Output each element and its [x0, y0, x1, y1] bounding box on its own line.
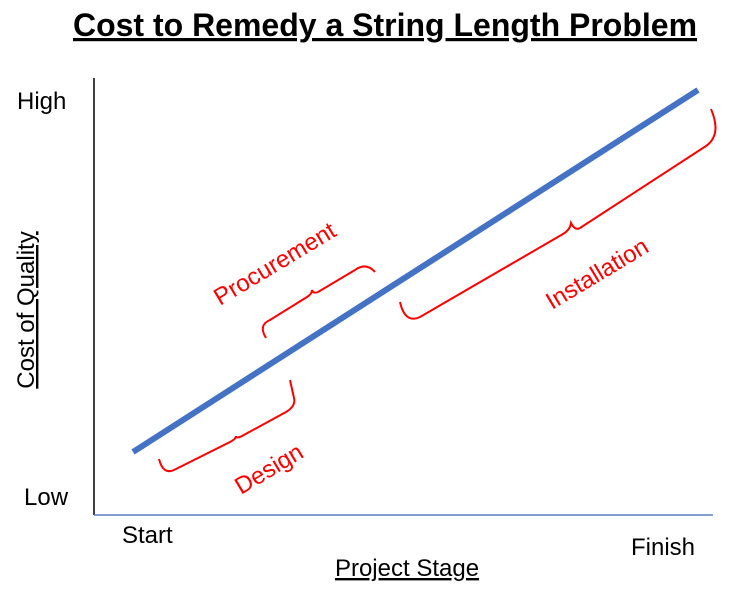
design-label: Design [230, 439, 308, 501]
installation-label: Installation [541, 233, 653, 315]
procurement-label: Procurement [209, 217, 341, 311]
y-axis-low-label: Low [24, 484, 69, 511]
cost-trend-line [131, 87, 700, 455]
procurement-bracket [261, 265, 376, 339]
installation-bracket [399, 108, 717, 320]
design-bracket [158, 379, 296, 473]
y-axis-high-label: High [17, 88, 66, 115]
y-axis-title: Cost of Quality [13, 231, 40, 388]
x-axis-finish-label: Finish [631, 534, 695, 561]
x-axis-start-label: Start [122, 522, 173, 549]
x-axis-title: Project Stage [335, 555, 479, 582]
diagram-title: Cost to Remedy a String Length Problem [73, 7, 697, 43]
